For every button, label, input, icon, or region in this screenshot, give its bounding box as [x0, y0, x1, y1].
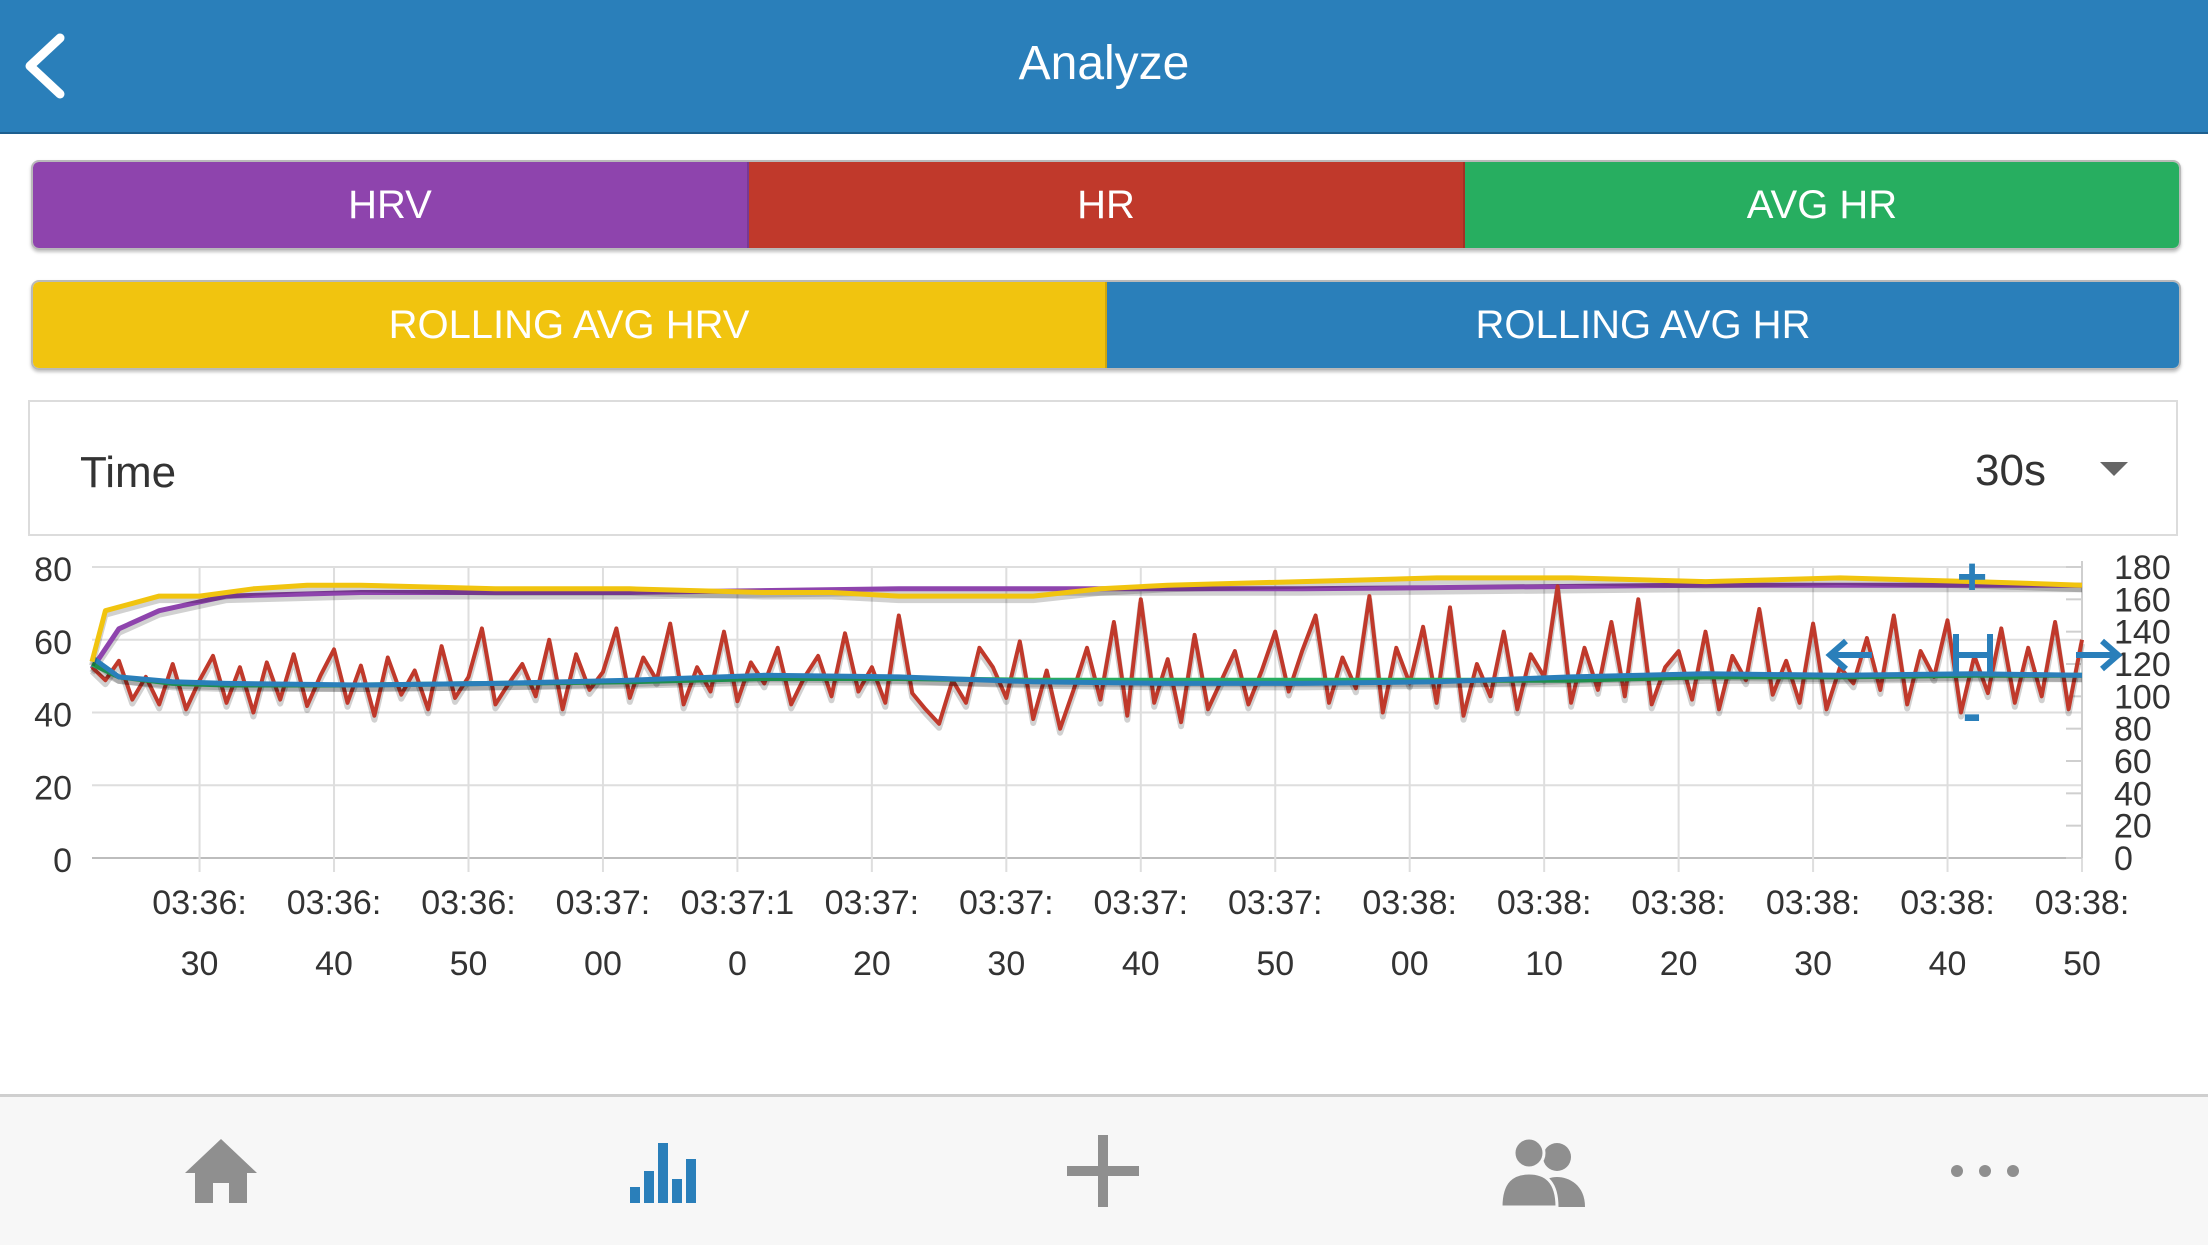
x-tick-label-top: 03:38: — [1497, 884, 1592, 922]
series-line-hr — [90, 584, 2084, 731]
time-select-value: 30s — [1975, 446, 2046, 495]
top-bar: Analyze — [0, 0, 2208, 134]
chart-grid — [92, 566, 2083, 872]
x-tick-label-bottom: 50 — [1256, 945, 1294, 983]
x-tick-label-top: 03:36: — [152, 884, 247, 922]
left-y-tick-label: 80 — [34, 551, 72, 589]
x-tick-label-top: 03:37: — [959, 884, 1054, 922]
chevron-down-icon — [2100, 462, 2128, 476]
x-tick-label-top: 03:38: — [1631, 884, 1726, 922]
chevron-left-icon — [25, 33, 65, 99]
toggle-hr-button[interactable]: HR — [749, 162, 1465, 248]
x-tick-label-top: 03:38: — [1766, 884, 1861, 922]
series-line-rolling-avg-hrv — [89, 575, 2083, 663]
tab-home[interactable] — [0, 1097, 441, 1245]
users-icon — [1498, 1136, 1585, 1209]
more-icon — [1950, 1165, 2019, 1177]
arrow-right-icon[interactable] — [2076, 638, 2123, 672]
series-toggle-row-2: ROLLING AVG HRV ROLLING AVG HR — [31, 280, 2181, 370]
tab-add[interactable] — [882, 1097, 1323, 1245]
x-tick-label-bottom: 10 — [1525, 945, 1563, 983]
right-y-tick-label: 80 — [2114, 711, 2152, 749]
right-y-tick-label: 160 — [2114, 581, 2171, 619]
zoom-in-button[interactable]: + — [1957, 548, 1987, 606]
plus-icon — [1066, 1135, 1139, 1207]
chart-series — [89, 575, 2085, 736]
x-tick-label-top: 03:37: — [1228, 884, 1323, 922]
right-y-tick-label: 0 — [2114, 840, 2133, 878]
time-select-label: Time — [80, 448, 177, 497]
x-tick-label-top: 03:38: — [1362, 884, 1457, 922]
series-line-hrv — [89, 582, 2082, 671]
series-shadow — [90, 665, 2082, 692]
time-range-select[interactable]: Time 30s — [28, 400, 2178, 536]
x-tick-label-top: 03:38: — [1900, 884, 1995, 922]
tab-more[interactable] — [1764, 1097, 2205, 1245]
right-y-tick-label: 140 — [2114, 614, 2171, 652]
x-axis: 03:36:3003:36:4003:36:5003:37:0003:37:10… — [152, 884, 2129, 983]
left-y-tick-label: 40 — [34, 697, 72, 735]
right-y-tick-label: 180 — [2114, 549, 2171, 587]
arrow-left-icon[interactable] — [1825, 638, 1872, 672]
left-y-tick-label: 20 — [34, 769, 72, 807]
x-tick-label-bottom: 40 — [315, 945, 353, 983]
zoom-reset-icon[interactable] — [1953, 634, 1993, 676]
x-tick-label-bottom: 30 — [987, 945, 1025, 983]
page-title: Analyze — [1018, 37, 1190, 90]
left-y-axis: 80 60 40 20 0 — [34, 551, 72, 880]
toggle-avg-hr-button[interactable]: AVG HR — [1465, 162, 2179, 248]
series-shadow — [89, 578, 2083, 667]
toggle-rolling-avg-hr-button[interactable]: ROLLING AVG HR — [1107, 282, 2179, 368]
x-tick-label-bottom: 50 — [2063, 945, 2101, 983]
right-y-tick-label: 60 — [2114, 743, 2152, 781]
x-tick-label-bottom: 20 — [1660, 945, 1698, 983]
x-tick-label-top: 03:38: — [2035, 884, 2130, 922]
bottom-tab-bar — [0, 1094, 2208, 1245]
x-tick-label-top: 03:36: — [421, 884, 516, 922]
left-y-tick-label: 60 — [34, 624, 72, 662]
series-shadow — [89, 586, 2082, 675]
right-y-tick-label: 20 — [2114, 808, 2152, 846]
left-y-tick-label: 0 — [53, 842, 72, 880]
x-tick-label-bottom: 00 — [1391, 945, 1429, 983]
x-tick-label-top: 03:37: — [556, 884, 651, 922]
right-y-tick-label: 120 — [2114, 646, 2171, 684]
tab-users[interactable] — [1323, 1097, 1764, 1245]
x-tick-label-bottom: 30 — [1794, 945, 1832, 983]
x-tick-label-bottom: 00 — [584, 945, 622, 983]
zoom-controls: + - — [1825, 548, 2123, 744]
bar-chart-icon — [629, 1143, 696, 1203]
tab-analyze[interactable] — [441, 1097, 882, 1245]
back-button[interactable] — [14, 26, 84, 106]
series-toggle-row-1: HRV HR AVG HR — [31, 160, 2181, 250]
x-tick-label-top: 03:36: — [287, 884, 382, 922]
zoom-out-button[interactable]: - — [1963, 681, 1982, 744]
x-tick-label-top: 03:37: — [1094, 884, 1189, 922]
toggle-hrv-button[interactable]: HRV — [33, 162, 749, 248]
x-tick-label-bottom: 40 — [1122, 945, 1160, 983]
x-tick-label-bottom: 30 — [181, 945, 219, 983]
x-tick-label-bottom: 20 — [853, 945, 891, 983]
x-tick-label-bottom: 50 — [450, 945, 488, 983]
series-line-rolling-avg-hr — [90, 655, 2083, 688]
x-tick-label-top: 03:37:1 — [681, 884, 794, 922]
right-y-tick-label: 100 — [2114, 678, 2171, 716]
x-tick-label-bottom: 0 — [728, 945, 747, 983]
x-tick-label-bottom: 40 — [1929, 945, 1967, 983]
toggle-rolling-avg-hrv-button[interactable]: ROLLING AVG HRV — [33, 282, 1107, 368]
series-shadow — [90, 659, 2083, 692]
home-icon — [184, 1139, 257, 1203]
x-tick-label-top: 03:37: — [825, 884, 920, 922]
right-y-tick-label: 40 — [2114, 775, 2152, 813]
